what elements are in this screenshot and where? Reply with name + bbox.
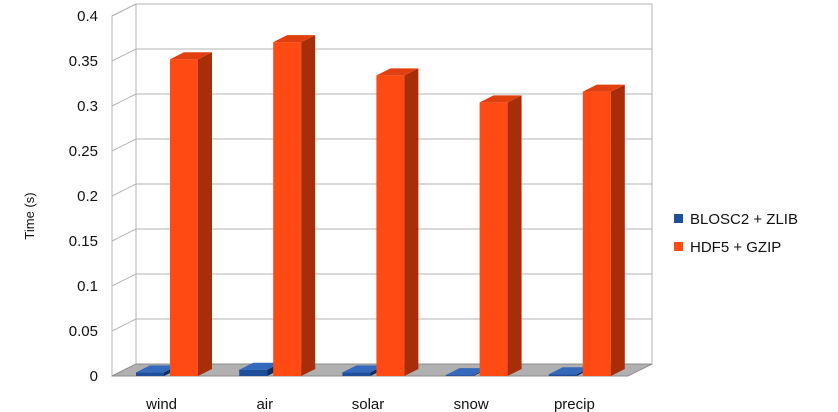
x-category-label: solar	[352, 396, 385, 412]
x-category-label: wind	[145, 396, 177, 412]
y-tick-label: 0.1	[77, 278, 98, 295]
bar-side	[198, 52, 212, 376]
x-category-label: precip	[554, 396, 595, 412]
y-axis-ticks: 0 0.05 0.1 0.15 0.2 0.25 0.3 0.35 0.4	[69, 8, 98, 385]
bar-side	[611, 85, 625, 376]
legend-swatch	[674, 214, 683, 223]
bar-front	[239, 370, 267, 376]
y-tick-label: 0.15	[69, 233, 98, 250]
x-category-label: snow	[454, 396, 489, 412]
bar-front	[376, 75, 404, 376]
bar-side	[301, 35, 315, 376]
y-tick-label: 0.05	[69, 323, 98, 340]
bar-front	[583, 92, 611, 376]
bar-side	[404, 68, 418, 376]
bar-precip-1	[583, 85, 625, 376]
y-tick-label: 0.3	[77, 98, 98, 115]
legend-swatch	[674, 242, 683, 251]
bar-front	[480, 102, 508, 376]
bar-wind-1	[170, 52, 212, 376]
bar-front	[273, 42, 301, 376]
y-tick-label: 0.35	[69, 53, 98, 70]
bar-front	[549, 374, 577, 376]
y-tick-label: 0	[90, 368, 98, 385]
bar-front	[170, 59, 198, 376]
y-tick-label: 0.2	[77, 188, 98, 205]
y-tick-label: 0.25	[69, 143, 98, 160]
x-axis-categories: wind air solar snow precip	[145, 396, 595, 412]
legend-item-1: HDF5 + GZIP	[674, 239, 781, 256]
legend: BLOSC2 + ZLIB HDF5 + GZIP	[674, 211, 798, 256]
bar-front	[136, 372, 164, 376]
bar-front	[342, 372, 370, 376]
legend-label: BLOSC2 + ZLIB	[690, 211, 798, 228]
legend-label: HDF5 + GZIP	[690, 239, 781, 256]
bar-air-1	[273, 35, 315, 376]
bar-side	[508, 95, 522, 376]
x-category-label: air	[256, 396, 273, 412]
bar-front	[446, 375, 474, 376]
legend-item-0: BLOSC2 + ZLIB	[674, 211, 798, 228]
y-tick-label: 0.4	[77, 8, 98, 25]
y-axis-title: Time (s)	[22, 192, 37, 239]
bar-solar-1	[376, 68, 418, 376]
bar-snow-1	[480, 95, 522, 376]
